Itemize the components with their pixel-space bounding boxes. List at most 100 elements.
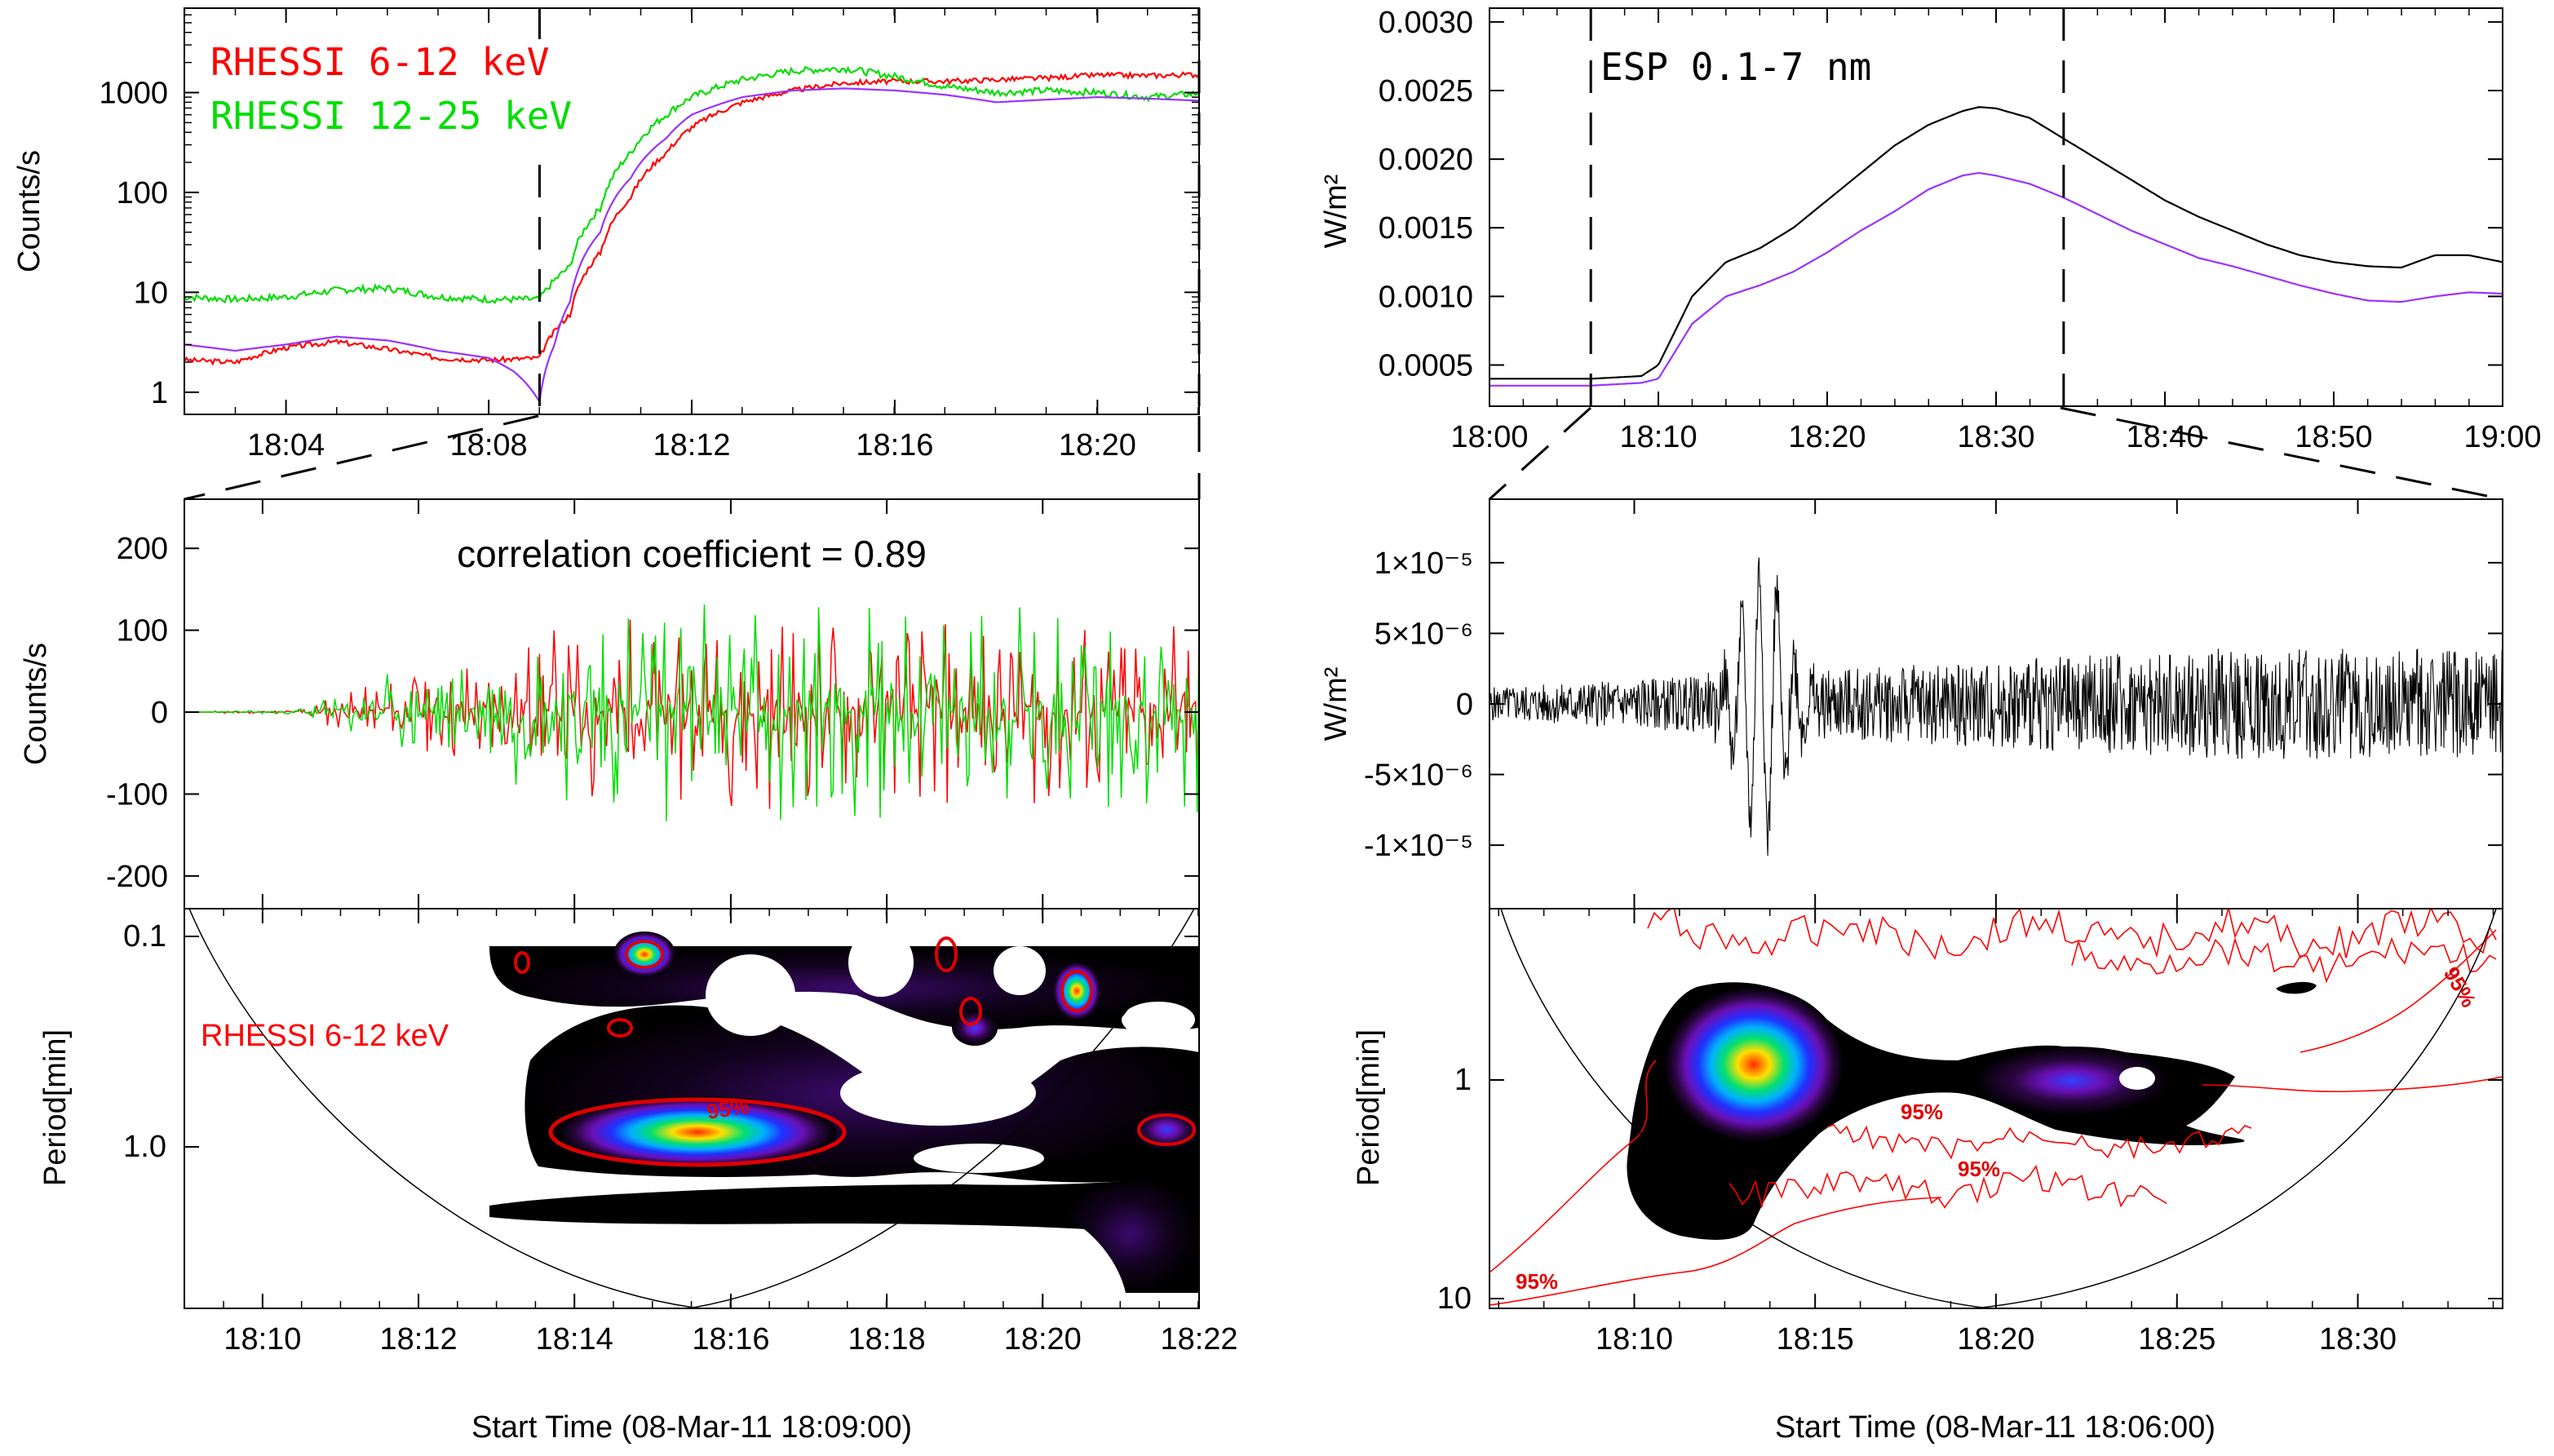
panel-f: 18:10 18:15 18:20 18:25 18:30 95% 95% 95% 95… (1352, 908, 2503, 1445)
panel-e-xtick-label: 18:22 (1160, 1322, 1237, 1356)
contour-95 (607, 1018, 633, 1038)
panel-b-ytick-label: 0.0015 (1379, 211, 1473, 246)
contour-label-95: 95% (1958, 1157, 2000, 1181)
panel-f-xtick-label: 18:10 (1596, 1322, 1673, 1356)
wavelet-power-a (188, 909, 1199, 1308)
wavelet-gap (706, 954, 795, 1036)
panel-a-legend-bg (206, 39, 634, 145)
panel-e: 18:10 18:12 18:14 18:16 18:18 18:20 18:22 RHES… (38, 908, 1238, 1445)
panel-f-ylabel: Period[min] (1352, 1029, 1386, 1186)
panel-a-xtick-label: 18:12 (653, 428, 730, 462)
panel-a-ytick-label: 10 (134, 276, 168, 310)
contour-95 (935, 936, 958, 972)
panel-b-xtick-label: 18:40 (2126, 420, 2203, 454)
panel-a-ylabel: Counts/s (12, 150, 46, 272)
panel-b-xtick-label: 18:10 (1619, 420, 1697, 454)
panel-f-ytick-label: 10 (1437, 1281, 1472, 1316)
panel-b-ytick-label: 0.0005 (1379, 349, 1473, 383)
panel-e-ylabel: Period[min] (38, 1029, 73, 1186)
zoom-line-left-b (1488, 406, 1592, 501)
panel-c-ytick-label: -100 (106, 777, 168, 812)
panel-b-xtick-label: 18:20 (1788, 420, 1866, 454)
panel-d-ytick-label: 1×10⁻⁵ (1374, 547, 1473, 581)
legend-entry-esp: ESP 0.1-7 nm (1600, 45, 1871, 89)
contour-95 (1060, 970, 1093, 1012)
correlation-title: correlation coefficient = 0.89 (457, 533, 927, 575)
panel-f-xtick-label: 18:15 (1777, 1322, 1854, 1356)
wavelet-gap (994, 946, 1046, 995)
wavelet-gap (1122, 1002, 1195, 1038)
panel-f-xtick-label: 18:25 (2138, 1322, 2215, 1356)
zoom-line-left-a (184, 414, 539, 501)
panel-e-xtick-label: 18:12 (379, 1322, 457, 1356)
panel-a-ytick-label: 1000 (99, 76, 168, 110)
wavelet-peak-secondary (1974, 1047, 2170, 1115)
panel-b-xtick-label: 19:00 (2463, 420, 2541, 454)
panel-b-xtick-label: 18:30 (1957, 420, 2034, 454)
wavelet-gap (914, 1144, 1044, 1173)
panel-d-ytick-label: -1×10⁻⁵ (1364, 829, 1473, 863)
panel-e-xlabel: Start Time (08-Mar-11 18:09:00) (471, 1410, 912, 1445)
cone-of-influence-a (188, 909, 1195, 1308)
contour-95-main (548, 1097, 847, 1167)
panel-b-ytick-label: 0.0010 (1379, 280, 1473, 314)
panel-b: 18:00 18:10 18:20 18:30 18:40 18:50 19:00 0.000… (1319, 6, 2542, 454)
contour-95 (1137, 1113, 1196, 1146)
panel-c-ytick-label: 100 (117, 614, 168, 648)
panel-a-series-1 (184, 65, 1199, 305)
wavelet-peak-main-core (559, 1096, 836, 1168)
contour-95 (625, 940, 664, 969)
panel-c-series-1 (184, 604, 1199, 821)
panel-e-xtick-label: 18:18 (848, 1322, 926, 1356)
panel-b-ytick-label: 0.0025 (1379, 74, 1473, 108)
panel-d-ylabel: W/m² (1319, 667, 1353, 741)
wavelet-island (2276, 981, 2317, 994)
panel-a-xtick-label: 18:16 (856, 428, 933, 462)
panel-c-series-0 (184, 619, 1199, 809)
panel-b-series-1 (1489, 171, 2503, 387)
panel-b-ytick-label: 0.0030 (1379, 6, 1473, 40)
wavelet-label-rhessi: RHESSI 6-12 keV (201, 1019, 449, 1053)
panel-a-ytick-label: 1 (151, 376, 168, 410)
panel-b-ylabel: W/m² (1319, 175, 1353, 249)
panel-d-ytick-label: 0 (1456, 688, 1473, 722)
wavelet-peak-top-2 (1052, 962, 1101, 1020)
wavelet-gap (1958, 1109, 2023, 1135)
panel-a-series-0 (184, 70, 1199, 366)
wavelet-gap (840, 1060, 1036, 1126)
wavelet-peak-main (1664, 987, 1844, 1142)
wavelet-power-b (1489, 909, 2503, 1308)
panel-c-ylabel: Counts/s (19, 643, 53, 765)
wavelet-peak-top-1 (613, 932, 675, 977)
panel-c-ytick-label: -200 (106, 860, 168, 894)
contour-label-95: 95% (2439, 963, 2481, 1011)
panel-d-ytick-label: 5×10⁻⁶ (1374, 617, 1473, 651)
panel-c-ytick-label: 0 (151, 696, 168, 730)
panel-d-ytick-label: -5×10⁻⁶ (1364, 759, 1473, 793)
panel-d-series-0 (1489, 557, 2503, 856)
panel-f-xtick-label: 18:30 (2319, 1322, 2397, 1356)
wavelet-peak-top-3 (952, 1010, 998, 1046)
panel-b-xtick-label: 18:50 (2295, 420, 2372, 454)
panel-e-xtick-label: 18:20 (1004, 1322, 1082, 1356)
legend-entry-rhessi-6-12: RHESSI 6-12 keV (210, 40, 549, 84)
panel-e-ytick-label: 1.0 (123, 1130, 166, 1164)
contour-label-95: 95% (706, 1094, 751, 1124)
panel-b-xtick-label: 18:00 (1450, 420, 1528, 454)
panel-e-xtick-label: 18:10 (224, 1322, 301, 1356)
panel-c-ytick-label: 200 (117, 532, 168, 566)
panel-b-ytick-label: 0.0020 (1379, 143, 1473, 177)
panel-a-ytick-label: 100 (117, 176, 168, 210)
panel-e-ytick-label: 0.1 (123, 919, 166, 954)
wavelet-gap (848, 928, 914, 997)
panel-d: -1×10⁻⁵ -5×10⁻⁶ 0 5×10⁻⁶ 1×10⁻⁵ W/m² (1319, 498, 2503, 909)
zoom-line-right-b (2060, 406, 2503, 501)
contour-label-95: 95% (1901, 1100, 1943, 1124)
panel-a-xtick-label: 18:20 (1059, 428, 1136, 462)
panel-e-xtick-label: 18:14 (536, 1322, 613, 1356)
wavelet-gap (2119, 1067, 2155, 1090)
panel-f-xlabel: Start Time (08-Mar-11 18:06:00) (1775, 1410, 2215, 1445)
contour-95-lines (1489, 909, 2503, 1306)
contour-label-95: 95% (1516, 1269, 1558, 1294)
